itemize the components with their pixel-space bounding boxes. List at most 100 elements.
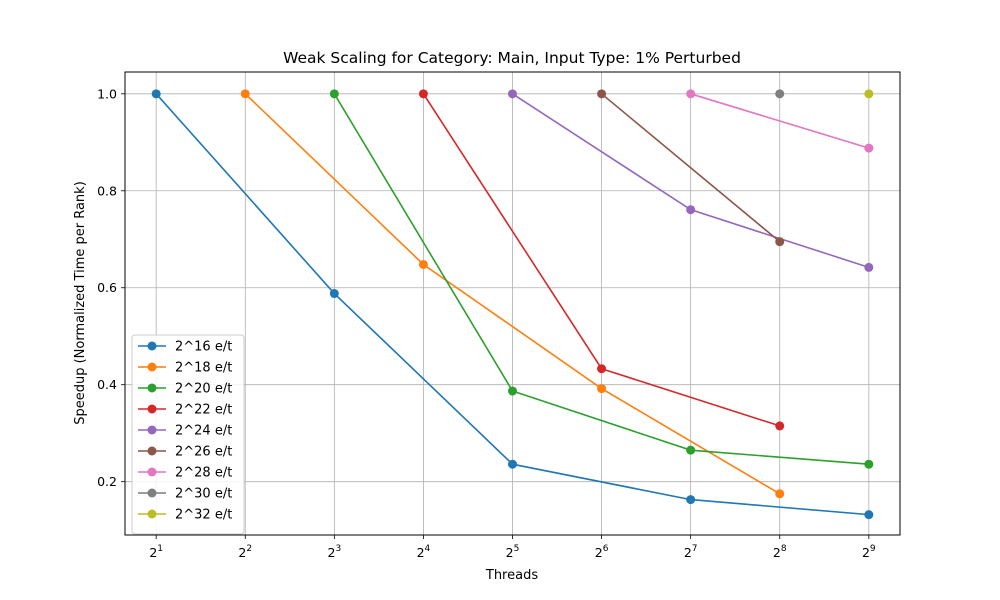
y-tick-label: 0.8 <box>97 183 117 198</box>
y-ticks: 0.2 0.4 0.6 0.8 1.0 <box>97 86 125 489</box>
x-tick-base: 2 <box>862 545 870 560</box>
legend-label: 2^16 e/t <box>175 340 232 355</box>
legend-marker <box>147 425 157 435</box>
series-line <box>333 93 869 466</box>
data-point <box>508 459 517 469</box>
legend-item: 2^18 e/t <box>138 361 232 376</box>
legend-marker <box>147 404 157 414</box>
x-tick-exponent: 4 <box>425 544 431 554</box>
x-tick-label: 24 <box>417 544 431 560</box>
chart-title: Weak Scaling for Category: Main, Input T… <box>283 49 741 67</box>
y-tick-label: 1.0 <box>97 86 117 101</box>
legend-marker <box>147 488 157 498</box>
series-layer <box>151 89 874 520</box>
x-tick-exponent: 8 <box>781 544 787 554</box>
x-tick-exponent: 3 <box>335 544 341 554</box>
x-tick-label: 27 <box>684 544 698 560</box>
x-tick-label: 25 <box>506 544 520 560</box>
legend-item: 2^30 e/t <box>138 487 232 502</box>
legend-label: 2^28 e/t <box>175 466 232 481</box>
x-tick-label: 23 <box>327 544 341 560</box>
legend-item: 2^20 e/t <box>138 382 232 397</box>
x-tick-label: 29 <box>862 544 876 560</box>
series-5 <box>508 89 874 272</box>
series-8 <box>775 89 785 99</box>
data-point <box>864 459 874 469</box>
x-tick-base: 2 <box>773 545 781 560</box>
x-tick-label: 28 <box>773 544 787 560</box>
legend-marker <box>147 467 157 477</box>
data-point <box>686 89 696 99</box>
series-1 <box>151 89 874 520</box>
legend-item: 2^26 e/t <box>138 445 232 460</box>
data-point <box>864 262 874 272</box>
x-tick-label: 21 <box>149 544 163 560</box>
legend-item: 2^16 e/t <box>138 340 232 355</box>
legend-item: 2^22 e/t <box>138 403 232 418</box>
x-axis-label: Threads <box>485 568 538 583</box>
legend-item: 2^32 e/t <box>138 508 232 523</box>
x-tick-exponent: 9 <box>870 544 876 554</box>
y-tick-label: 0.2 <box>97 474 117 489</box>
legend-label: 2^26 e/t <box>175 445 232 460</box>
data-point <box>508 89 517 99</box>
data-point <box>418 89 428 99</box>
data-point <box>418 259 428 269</box>
legend-label: 2^32 e/t <box>175 508 232 523</box>
x-tick-base: 2 <box>238 545 246 560</box>
legend-marker <box>147 362 157 372</box>
data-point <box>597 364 607 374</box>
data-point <box>597 384 607 394</box>
legend-item: 2^24 e/t <box>138 424 232 439</box>
legend-label: 2^22 e/t <box>175 403 232 418</box>
x-tick-exponent: 6 <box>603 544 609 554</box>
data-point <box>240 89 250 99</box>
legend-label: 2^30 e/t <box>175 487 232 502</box>
legend-label: 2^24 e/t <box>175 424 232 439</box>
y-tick-label: 0.6 <box>97 280 117 295</box>
data-point <box>864 89 874 99</box>
x-tick-exponent: 2 <box>246 544 252 554</box>
legend-label: 2^20 e/t <box>175 382 232 397</box>
x-tick-exponent: 5 <box>514 544 520 554</box>
legend-box <box>131 334 245 535</box>
series-9 <box>864 89 874 99</box>
y-axis-label: Speedup (Normalized Time per Rank) <box>73 181 88 425</box>
x-tick-base: 2 <box>595 545 603 560</box>
legend-marker <box>147 341 157 351</box>
series-line <box>690 93 870 149</box>
series-6 <box>597 89 785 247</box>
series-2 <box>240 89 785 499</box>
legend-item: 2^28 e/t <box>138 466 232 481</box>
series-7 <box>686 89 874 153</box>
data-point <box>864 143 874 153</box>
x-tick-exponent: 1 <box>157 544 163 554</box>
legend-marker <box>147 383 157 393</box>
data-point <box>864 510 874 520</box>
legend: 2^16 e/t 2^18 e/t 2^20 e/t 2^22 e/t 2^24 e/t… <box>131 334 245 535</box>
x-ticks: 21 22 23 24 25 26 27 28 29 <box>149 535 876 560</box>
series-line <box>601 93 781 243</box>
series-3 <box>329 89 874 469</box>
x-tick-base: 2 <box>684 545 692 560</box>
data-point <box>686 445 696 455</box>
x-tick-label: 22 <box>238 544 252 560</box>
data-point <box>775 421 785 431</box>
series-4 <box>418 89 785 431</box>
data-point <box>329 89 339 99</box>
legend-marker <box>147 509 157 519</box>
data-point <box>686 495 696 505</box>
x-tick-base: 2 <box>417 545 425 560</box>
data-point <box>151 89 161 99</box>
x-tick-base: 2 <box>327 545 335 560</box>
data-point <box>686 205 696 215</box>
x-tick-base: 2 <box>506 545 514 560</box>
legend-marker <box>147 446 157 456</box>
data-point <box>508 386 517 396</box>
series-line <box>244 93 781 495</box>
data-point <box>775 489 785 499</box>
x-tick-exponent: 7 <box>692 544 698 554</box>
data-point <box>775 89 785 99</box>
y-tick-label: 0.4 <box>97 377 117 392</box>
